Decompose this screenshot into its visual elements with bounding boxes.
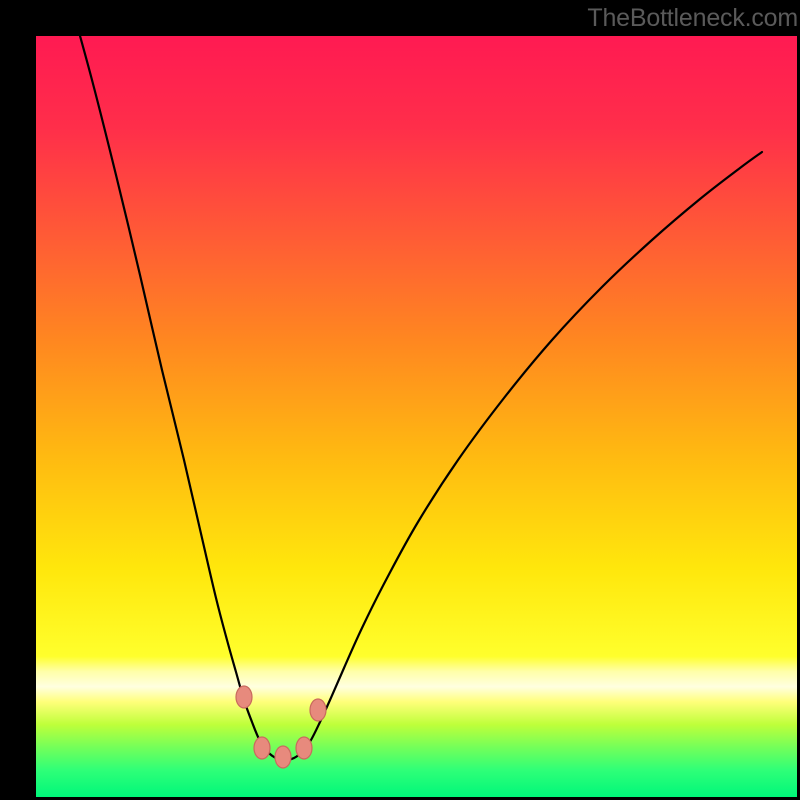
watermark-text: TheBottleneck.com bbox=[587, 4, 798, 33]
curve-marker bbox=[254, 737, 270, 759]
chart-container: TheBottleneck.com bbox=[0, 0, 800, 800]
curve-marker bbox=[275, 746, 291, 768]
bottleneck-curve bbox=[70, 36, 762, 761]
curve-marker bbox=[296, 737, 312, 759]
plot-area bbox=[36, 36, 797, 797]
curve-layer bbox=[36, 36, 797, 797]
curve-marker bbox=[310, 699, 326, 721]
curve-marker bbox=[236, 686, 252, 708]
